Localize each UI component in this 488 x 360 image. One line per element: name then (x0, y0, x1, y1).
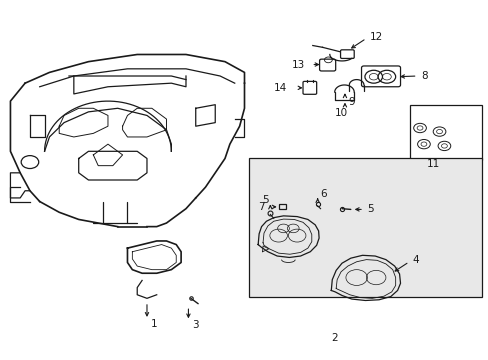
Text: 8: 8 (420, 71, 427, 81)
Text: 5: 5 (262, 195, 268, 205)
Text: 3: 3 (192, 320, 199, 330)
Text: 11: 11 (426, 159, 439, 169)
Text: 10: 10 (334, 108, 347, 118)
Text: 6: 6 (320, 189, 326, 199)
Text: 1: 1 (150, 319, 157, 329)
Bar (278, 204, 286, 210)
Text: 4: 4 (412, 255, 419, 265)
Text: 12: 12 (369, 32, 382, 41)
Text: 9: 9 (348, 97, 355, 107)
Bar (249, 158, 482, 297)
Text: 13: 13 (291, 59, 305, 69)
Text: 7: 7 (257, 202, 264, 212)
Text: 2: 2 (331, 333, 337, 343)
Bar (409, 105, 482, 160)
Text: 5: 5 (366, 204, 373, 215)
Text: 14: 14 (274, 83, 287, 93)
